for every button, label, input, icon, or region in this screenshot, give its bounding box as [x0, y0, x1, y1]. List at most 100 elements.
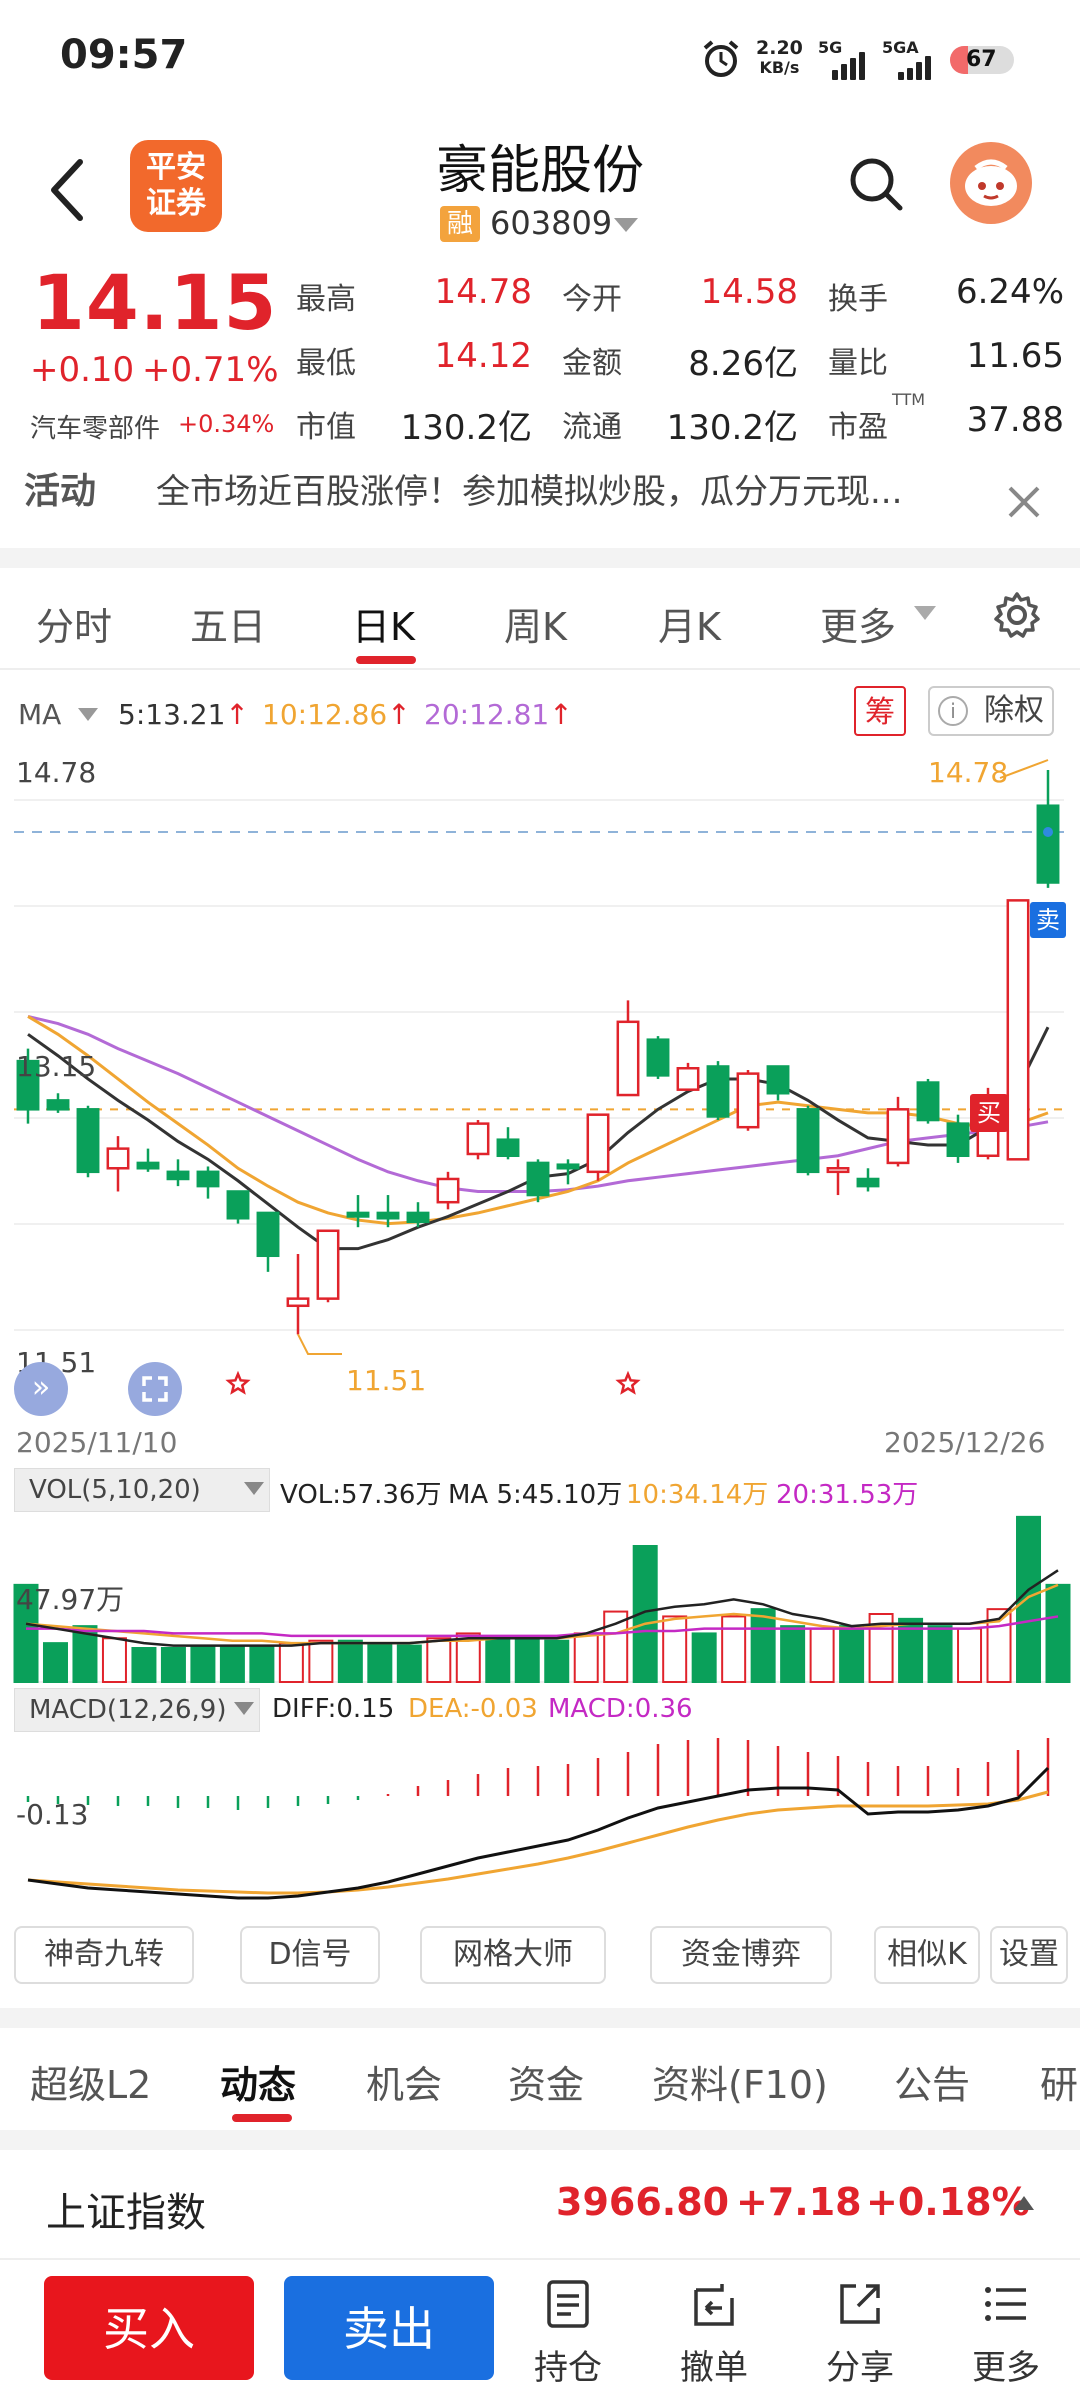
holdings-button[interactable]: 持仓: [518, 2278, 618, 2389]
volume-bar: [72, 1625, 98, 1684]
caret-up-icon[interactable]: [1014, 2196, 1034, 2210]
index-name: 上证指数: [46, 2190, 206, 2236]
candle-body: [916, 1081, 940, 1122]
macd-dea: DEA:-0.03: [408, 1694, 538, 1724]
candle-body: [196, 1170, 220, 1188]
tool-button[interactable]: 神奇九转: [14, 1926, 194, 1984]
cancel-order-label: 撤单: [680, 2348, 748, 2388]
content-tab[interactable]: 动态: [220, 2063, 297, 2107]
stock-name: 豪能股份: [435, 141, 644, 201]
stat-value: 6.24%: [955, 272, 1064, 312]
content-tab[interactable]: 资料(F10): [652, 2063, 828, 2107]
share-button[interactable]: 分享: [810, 2278, 910, 2389]
buy-button[interactable]: 买入: [44, 2276, 254, 2380]
assistant-avatar-icon[interactable]: [950, 142, 1032, 224]
info-icon[interactable]: i: [938, 696, 968, 726]
volume-bar: [514, 1637, 540, 1683]
period-tab[interactable]: 月K: [658, 605, 721, 649]
ma-caret-icon[interactable]: [78, 708, 98, 721]
macd-y-label: -0.13: [16, 1798, 89, 1831]
sim1-signal-icon: 5G: [818, 38, 868, 80]
gear-icon[interactable]: [992, 590, 1042, 640]
broker-logo[interactable]: 平安 证券: [130, 140, 222, 232]
period-tab[interactable]: 更多: [820, 605, 897, 649]
period-tab[interactable]: 周K: [504, 605, 567, 649]
index-ticker[interactable]: [0, 2150, 1080, 2258]
volume-bar: [42, 1642, 68, 1684]
broker-logo-line2: 证券: [146, 186, 206, 221]
index-value: 3966.80: [556, 2180, 730, 2224]
sell-signal-marker[interactable]: 卖: [1030, 902, 1066, 938]
vol-value: VOL:57.36万: [280, 1480, 442, 1510]
candle-body: [1006, 899, 1030, 1161]
tool-button[interactable]: 相似K: [874, 1926, 980, 1984]
price-change: +0.10: [30, 350, 135, 390]
volume-bar: [485, 1637, 511, 1683]
y-max-label: 14.78: [16, 756, 97, 789]
chip-distribution-button[interactable]: 筹: [854, 686, 906, 736]
volume-bar: [426, 1637, 452, 1683]
content-tab[interactable]: 研: [1040, 2063, 1079, 2107]
candle-body: [556, 1163, 580, 1170]
content-tab[interactable]: 机会: [366, 2063, 443, 2107]
activity-label: 活动: [24, 471, 97, 512]
sim2-label: 5GA: [882, 38, 919, 57]
content-tab[interactable]: 超级L2: [30, 2063, 152, 2107]
current-price-dot: [1043, 827, 1053, 837]
sell-button[interactable]: 卖出: [284, 2276, 494, 2380]
tool-button[interactable]: 设置: [990, 1926, 1068, 1984]
close-icon[interactable]: [1004, 482, 1044, 522]
activity-text[interactable]: 全市场近百股涨停！参加模拟炒股，瓜分万元现...: [156, 472, 903, 512]
tool-button[interactable]: 网格大师: [420, 1926, 606, 1984]
stat-value: 130.2亿: [400, 408, 532, 448]
period-tab[interactable]: 日K: [352, 605, 415, 649]
ex-rights-button[interactable]: 除权: [928, 686, 1054, 736]
volume-bar: [131, 1647, 157, 1683]
stat-label: 金额: [562, 346, 622, 381]
index-change-pct: +0.18%: [866, 2180, 1030, 2224]
stat-value: 14.78: [434, 272, 532, 312]
more-button[interactable]: 更多: [956, 2278, 1056, 2389]
volume-bar: [603, 1610, 629, 1683]
candle-body: [136, 1161, 160, 1170]
content-tab[interactable]: 公告: [894, 2063, 971, 2107]
volume-y-label: 47.97万: [16, 1583, 125, 1616]
volume-caret-icon[interactable]: [244, 1482, 264, 1495]
sim1-label: 5G: [818, 38, 843, 57]
candle-body: [286, 1297, 310, 1308]
sector-name[interactable]: 汽车零部件: [30, 414, 161, 444]
volume-bar: [868, 1613, 894, 1683]
event-star-icon: [615, 1370, 641, 1395]
candle-body: [946, 1122, 970, 1158]
candle-body: [226, 1190, 250, 1220]
cancel-order-icon: [694, 2284, 734, 2326]
period-tab[interactable]: 分时: [36, 605, 113, 649]
volume-bar: [396, 1644, 422, 1683]
period-tab[interactable]: 五日: [190, 605, 267, 649]
candle-body: [166, 1170, 190, 1181]
volume-bar: [308, 1639, 334, 1684]
search-icon[interactable]: [848, 156, 904, 212]
tool-button[interactable]: D信号: [240, 1926, 380, 1984]
tool-button[interactable]: 资金博弈: [650, 1926, 832, 1984]
activity-banner[interactable]: [0, 458, 1080, 546]
cancel-order-button[interactable]: 撤单: [664, 2278, 764, 2389]
caret-down-icon[interactable]: [614, 218, 638, 232]
kline-chart[interactable]: [0, 740, 1080, 1900]
tab-divider: [0, 668, 1080, 670]
ma-selector[interactable]: MA: [18, 698, 62, 731]
sector-change: +0.34%: [178, 410, 275, 438]
buy-signal-marker[interactable]: 买: [970, 1094, 1008, 1132]
stock-code[interactable]: 603809: [490, 204, 613, 242]
alarm-icon: [703, 40, 739, 77]
chevron-left-icon[interactable]: [40, 150, 100, 230]
macd-caret-icon[interactable]: [234, 1702, 254, 1715]
stat-label: 市值: [296, 410, 356, 445]
expand-panel-icon[interactable]: »: [14, 1362, 68, 1416]
content-tab[interactable]: 资金: [508, 2063, 585, 2107]
macd-indicator-selector[interactable]: MACD(12,26,9): [14, 1688, 260, 1732]
fullscreen-icon[interactable]: [128, 1362, 182, 1416]
candle-body: [106, 1147, 130, 1170]
volume-indicator-selector[interactable]: VOL(5,10,20): [14, 1468, 270, 1512]
more-caret-icon[interactable]: [914, 606, 936, 620]
